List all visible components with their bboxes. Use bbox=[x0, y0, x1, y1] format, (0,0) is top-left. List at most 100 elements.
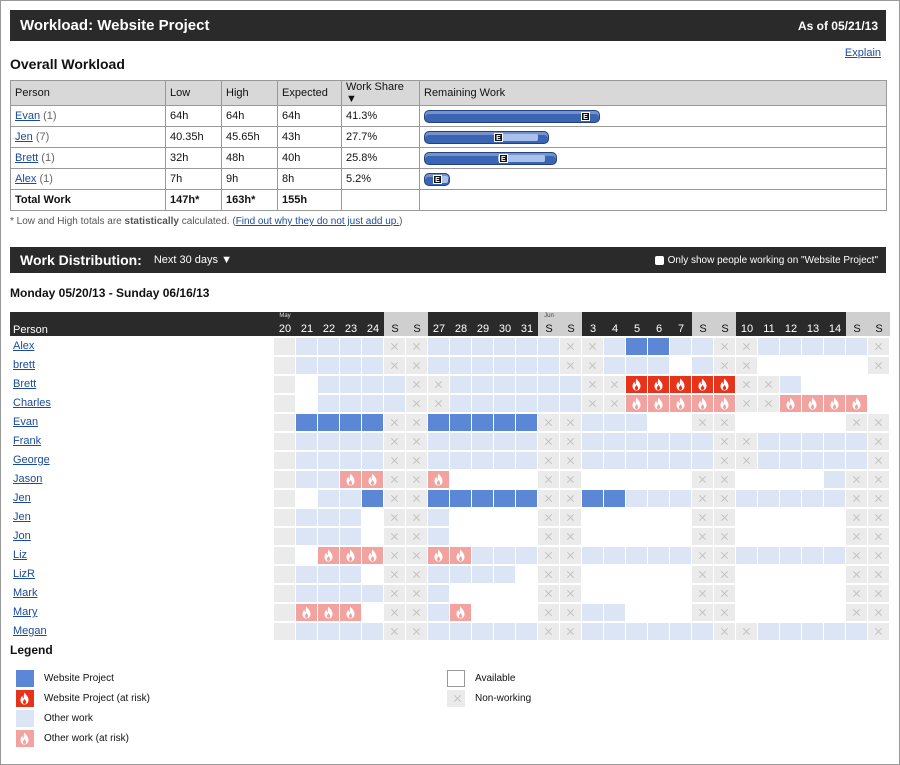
person-link[interactable]: brett bbox=[13, 359, 36, 371]
day-cell bbox=[736, 357, 757, 374]
day-cell bbox=[450, 490, 471, 507]
day-cell bbox=[362, 490, 383, 507]
person-link[interactable]: Charles bbox=[13, 397, 51, 409]
only-show-checkbox[interactable]: Only show people working on "Website Pro… bbox=[654, 255, 878, 266]
day-cell bbox=[560, 376, 581, 393]
col-header-4[interactable]: Work Share ▼ bbox=[341, 80, 420, 106]
person-cell: Alex (1) bbox=[10, 168, 166, 190]
day-cell bbox=[362, 452, 383, 469]
person-link[interactable]: Brett bbox=[15, 152, 39, 164]
day-cell bbox=[846, 376, 867, 393]
day-cell bbox=[318, 528, 339, 545]
day-header: 24 bbox=[362, 312, 384, 336]
period-dropdown[interactable]: Next 30 days ▼ bbox=[153, 254, 232, 266]
day-label: 31 bbox=[520, 323, 534, 335]
day-header: 27 bbox=[428, 312, 450, 336]
day-cell bbox=[692, 376, 713, 393]
person-link[interactable]: Jason bbox=[13, 473, 43, 485]
day-cell bbox=[758, 376, 779, 393]
day-cell bbox=[494, 471, 515, 488]
day-cell bbox=[824, 528, 845, 545]
day-cell bbox=[538, 433, 559, 450]
day-label: 29 bbox=[476, 323, 490, 335]
day-cell bbox=[736, 471, 757, 488]
day-cell bbox=[780, 528, 801, 545]
day-header: 29 bbox=[472, 312, 494, 336]
person-link[interactable]: Alex bbox=[13, 340, 35, 352]
day-header: 12 bbox=[780, 312, 802, 336]
day-cell bbox=[384, 452, 405, 469]
day-cell bbox=[406, 376, 427, 393]
month-label: May bbox=[279, 313, 291, 319]
day-cell bbox=[802, 623, 823, 640]
person-link[interactable]: Mary bbox=[13, 606, 38, 618]
person-link[interactable]: George bbox=[13, 454, 50, 466]
day-cell bbox=[582, 585, 603, 602]
day-header: 11 bbox=[758, 312, 780, 336]
day-label: 22 bbox=[322, 323, 336, 335]
day-cell bbox=[494, 623, 515, 640]
person-link[interactable]: Evan bbox=[15, 110, 41, 122]
day-cell bbox=[670, 566, 691, 583]
person-link[interactable]: Jen bbox=[13, 511, 31, 523]
col-header-3: Expected bbox=[277, 80, 342, 106]
person-link[interactable]: Mark bbox=[13, 587, 38, 599]
day-cell bbox=[318, 509, 339, 526]
day-cell bbox=[494, 433, 515, 450]
day-cell bbox=[670, 357, 691, 374]
day-cell bbox=[560, 452, 581, 469]
person-link[interactable]: Jon bbox=[13, 530, 31, 542]
day-cell bbox=[626, 566, 647, 583]
day-header: 13 bbox=[802, 312, 824, 336]
legend-swatch bbox=[16, 690, 34, 707]
person-link[interactable]: Jen bbox=[15, 131, 33, 143]
day-cell bbox=[560, 623, 581, 640]
day-cell bbox=[714, 376, 735, 393]
day-cell bbox=[340, 623, 361, 640]
person-link[interactable]: Alex bbox=[15, 173, 37, 185]
day-cell bbox=[560, 338, 581, 355]
at-risk-flame-icon bbox=[455, 606, 466, 619]
explain-link[interactable]: Explain bbox=[844, 47, 881, 59]
at-risk-flame-icon bbox=[631, 397, 642, 410]
day-cell bbox=[538, 414, 559, 431]
day-cell bbox=[604, 490, 625, 507]
day-cell bbox=[714, 604, 735, 621]
total-low: 147h* bbox=[165, 189, 222, 211]
day-cell bbox=[560, 585, 581, 602]
col-header-5: Remaining Work bbox=[419, 80, 887, 106]
day-cell bbox=[318, 395, 339, 412]
checkbox-icon[interactable] bbox=[654, 255, 664, 265]
day-cell bbox=[450, 338, 471, 355]
day-cell bbox=[428, 452, 449, 469]
day-cell bbox=[538, 376, 559, 393]
person-link[interactable]: Frank bbox=[13, 435, 42, 447]
day-cell bbox=[758, 490, 779, 507]
person-link[interactable]: Evan bbox=[13, 416, 39, 428]
day-cell bbox=[604, 471, 625, 488]
day-cell bbox=[626, 338, 647, 355]
day-cell bbox=[670, 471, 691, 488]
day-cell bbox=[538, 490, 559, 507]
person-link[interactable]: Liz bbox=[13, 549, 28, 561]
day-cell bbox=[692, 490, 713, 507]
day-cell bbox=[560, 471, 581, 488]
day-cell bbox=[406, 395, 427, 412]
day-cell bbox=[428, 357, 449, 374]
person-cell: Brett (1) bbox=[10, 147, 166, 169]
person-link[interactable]: Megan bbox=[13, 625, 47, 637]
day-cell bbox=[340, 376, 361, 393]
day-cell bbox=[494, 452, 515, 469]
person-link[interactable]: Brett bbox=[13, 378, 37, 390]
person-link[interactable]: Jen bbox=[13, 492, 31, 504]
legend-website-project: Website Project bbox=[16, 670, 114, 687]
day-cell bbox=[780, 623, 801, 640]
day-cell bbox=[296, 585, 317, 602]
person-link[interactable]: LizR bbox=[13, 568, 36, 580]
day-cell bbox=[450, 566, 471, 583]
find-out-why-link[interactable]: Find out why they do not just add up. bbox=[235, 216, 400, 227]
day-cell bbox=[494, 585, 515, 602]
day-cell bbox=[516, 490, 537, 507]
day-cell bbox=[626, 357, 647, 374]
day-cell bbox=[362, 471, 383, 488]
